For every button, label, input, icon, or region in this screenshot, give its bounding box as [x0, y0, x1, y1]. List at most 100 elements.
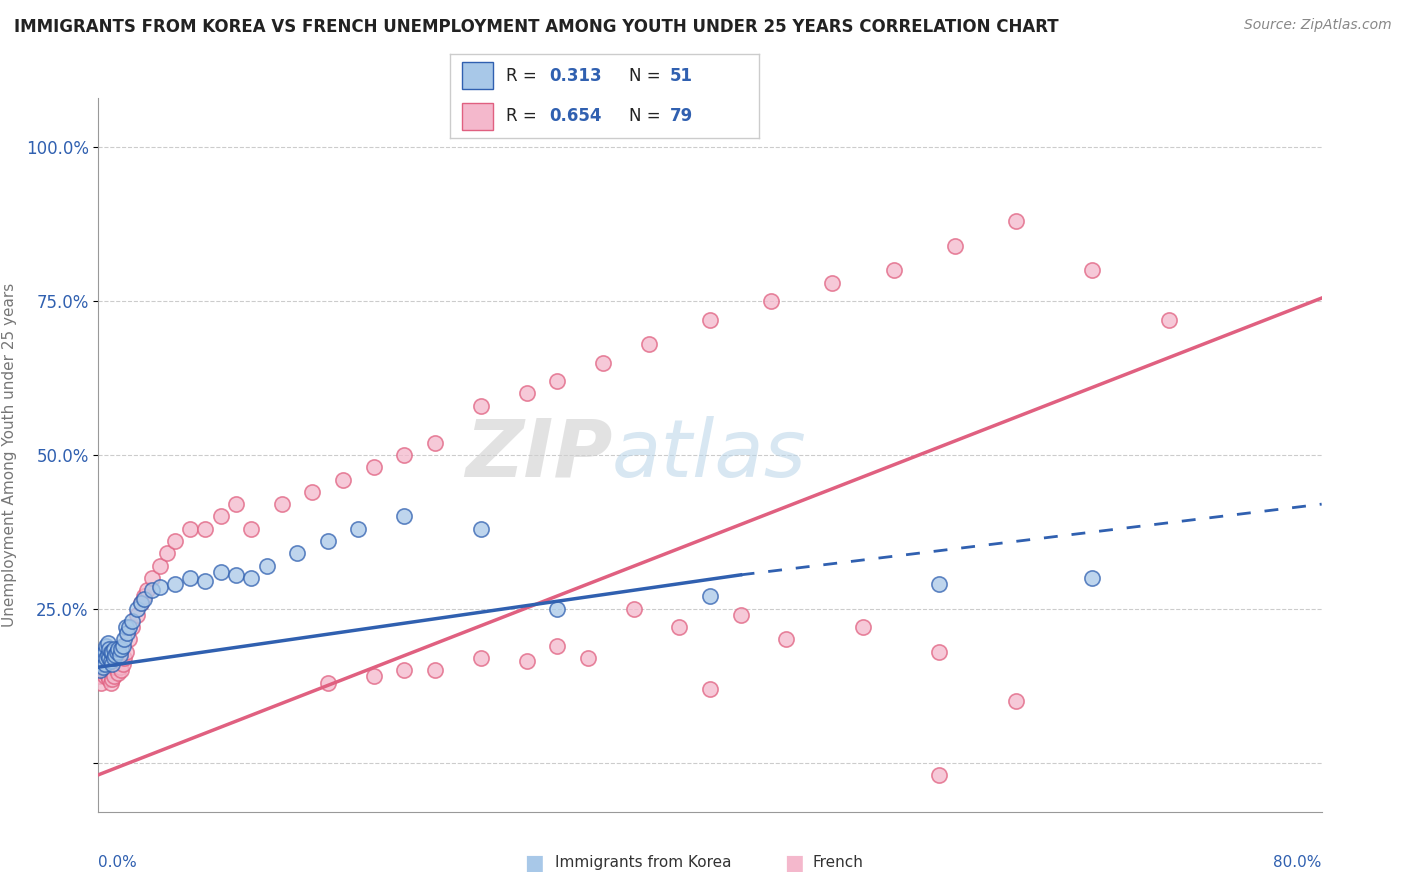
Bar — [463, 62, 494, 89]
Text: R =: R = — [506, 67, 541, 85]
Point — [668, 620, 690, 634]
Point — [111, 657, 134, 671]
Point — [107, 666, 129, 681]
Point — [93, 669, 115, 683]
Point — [699, 681, 721, 696]
Text: R =: R = — [506, 107, 541, 125]
Text: 0.313: 0.313 — [548, 67, 602, 85]
Point — [470, 399, 492, 413]
Text: Source: ZipAtlas.com: Source: ZipAtlas.com — [1244, 18, 1392, 32]
Text: ZIP: ZIP — [465, 416, 612, 494]
Point — [392, 663, 416, 677]
Point — [90, 675, 112, 690]
Point — [546, 601, 568, 615]
Point — [103, 657, 125, 671]
Point — [852, 620, 875, 634]
Point — [108, 648, 131, 662]
Point — [141, 571, 163, 585]
Text: ■: ■ — [785, 853, 804, 872]
Point — [91, 660, 114, 674]
Point — [89, 669, 111, 683]
Y-axis label: Unemployment Among Youth under 25 years: Unemployment Among Youth under 25 years — [3, 283, 17, 627]
Point — [316, 675, 339, 690]
Point — [883, 263, 905, 277]
Point — [363, 669, 385, 683]
Point — [101, 657, 124, 671]
Point — [100, 663, 122, 677]
Point — [928, 768, 950, 782]
Point — [110, 663, 132, 677]
Point — [1081, 571, 1104, 585]
Point — [623, 601, 645, 615]
Text: N =: N = — [630, 67, 666, 85]
Point — [89, 663, 111, 677]
Text: ■: ■ — [524, 853, 544, 872]
Point — [107, 641, 129, 656]
Point — [156, 546, 179, 560]
Point — [332, 473, 354, 487]
Point — [89, 657, 111, 671]
Bar — [463, 103, 494, 130]
Point — [423, 663, 446, 677]
Point — [118, 632, 141, 647]
Point — [1004, 214, 1026, 228]
Point — [93, 645, 115, 659]
Point — [699, 312, 721, 326]
Point — [1081, 263, 1104, 277]
Point — [125, 601, 148, 615]
Point — [117, 626, 139, 640]
Point — [699, 590, 721, 604]
Point — [423, 435, 446, 450]
Point — [928, 577, 950, 591]
Point — [179, 522, 201, 536]
Text: 0.0%: 0.0% — [98, 855, 138, 870]
Point — [103, 651, 125, 665]
Text: IMMIGRANTS FROM KOREA VS FRENCH UNEMPLOYMENT AMONG YOUTH UNDER 25 YEARS CORRELAT: IMMIGRANTS FROM KOREA VS FRENCH UNEMPLOY… — [14, 18, 1059, 36]
Point — [112, 651, 135, 665]
Point — [100, 645, 122, 659]
Point — [103, 641, 125, 656]
Point — [104, 648, 127, 662]
Point — [141, 583, 163, 598]
Point — [576, 651, 599, 665]
Point — [149, 558, 172, 573]
Point — [928, 645, 950, 659]
Point — [821, 276, 844, 290]
Point — [98, 660, 121, 674]
Text: 0.654: 0.654 — [548, 107, 602, 125]
Point — [93, 657, 115, 671]
Point — [90, 657, 112, 671]
Point — [194, 574, 217, 588]
Point — [225, 497, 247, 511]
Text: 51: 51 — [669, 67, 693, 85]
Point — [104, 660, 127, 674]
Point — [98, 651, 121, 665]
Point — [179, 571, 201, 585]
Point — [97, 648, 120, 662]
Point — [209, 509, 232, 524]
Point — [101, 673, 124, 687]
Point — [347, 522, 370, 536]
Point — [285, 546, 308, 560]
Point — [256, 558, 278, 573]
Point — [118, 620, 141, 634]
Point — [592, 356, 614, 370]
Point — [240, 522, 263, 536]
Point — [115, 620, 138, 634]
Point — [225, 567, 247, 582]
Point — [129, 596, 152, 610]
Point — [121, 620, 143, 634]
Point — [94, 639, 117, 653]
Point — [637, 337, 661, 351]
Point — [470, 522, 492, 536]
Point — [516, 386, 538, 401]
Point — [97, 657, 120, 671]
Text: French: French — [813, 855, 863, 870]
Point — [470, 651, 492, 665]
Point — [209, 565, 232, 579]
Point — [125, 607, 148, 622]
Point — [100, 675, 122, 690]
Point — [546, 374, 568, 388]
Point — [363, 460, 385, 475]
Point — [103, 669, 125, 683]
